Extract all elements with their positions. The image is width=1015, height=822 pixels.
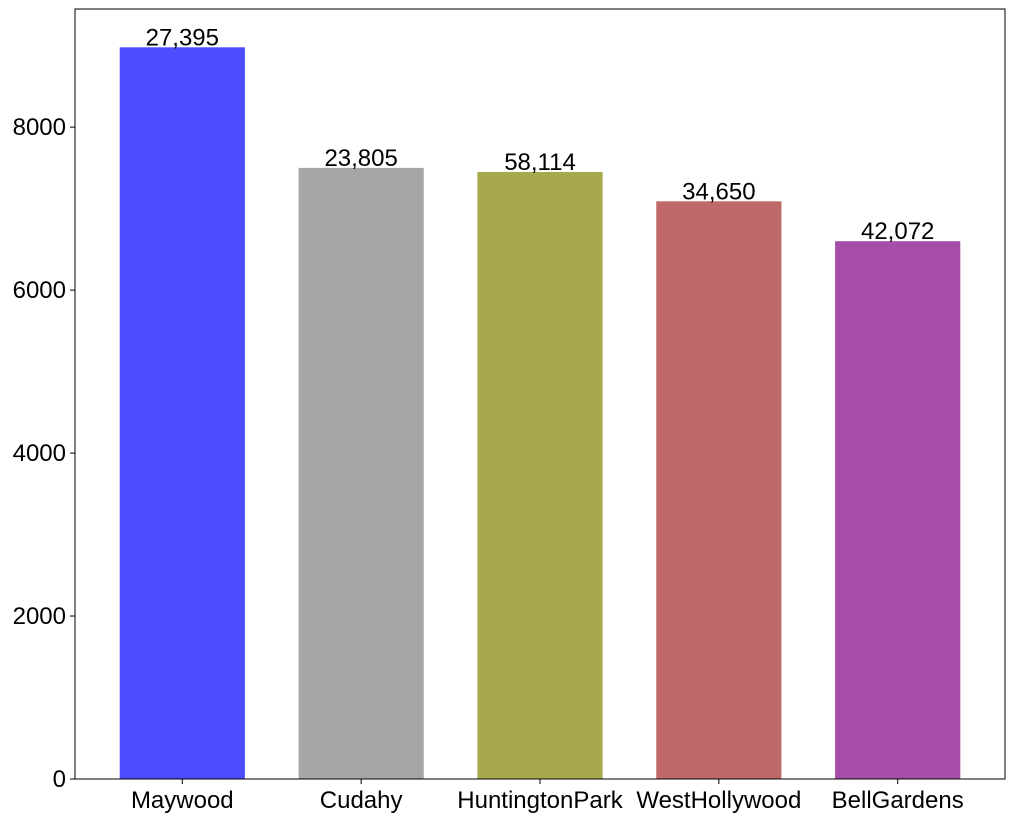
bar-bellgardens [835,241,961,779]
y-tick-label-0: 0 [53,766,66,793]
y-tick-label-8000: 8000 [13,114,66,141]
bar-huntingtonpark [477,171,603,780]
data-label-bellgardens: 42,072 [861,218,934,245]
plot-frame [74,8,1006,780]
x-tick-label-westhollywood: WestHollywood [636,787,801,814]
y-axis: 0 2000 4000 6000 8000 [13,114,75,793]
data-label-westhollywood: 34,650 [682,178,755,205]
bar-westhollywood [656,201,782,780]
x-tick-label-cudahy: Cudahy [320,787,403,814]
y-tick-label-2000: 2000 [13,603,66,630]
y-tick-label-4000: 4000 [13,440,66,467]
data-label-huntingtonpark: 58,114 [504,149,576,176]
x-tick-label-huntingtonpark: HuntingtonPark [457,787,623,814]
bars-group [119,47,961,780]
y-tick-label-6000: 6000 [13,277,66,304]
x-tick-label-bellgardens: BellGardens [832,787,964,814]
data-label-cudahy: 23,805 [324,145,397,172]
x-tick-label-maywood: Maywood [131,787,234,814]
bar-maywood [119,47,245,780]
data-label-maywood: 27,395 [146,24,219,51]
x-axis: Maywood Cudahy HuntingtonPark WestHollywood… [131,779,964,814]
data-labels-group: 27,395 23,805 58,114 34,650 42,072 [146,24,935,245]
bar-cudahy [298,167,424,779]
